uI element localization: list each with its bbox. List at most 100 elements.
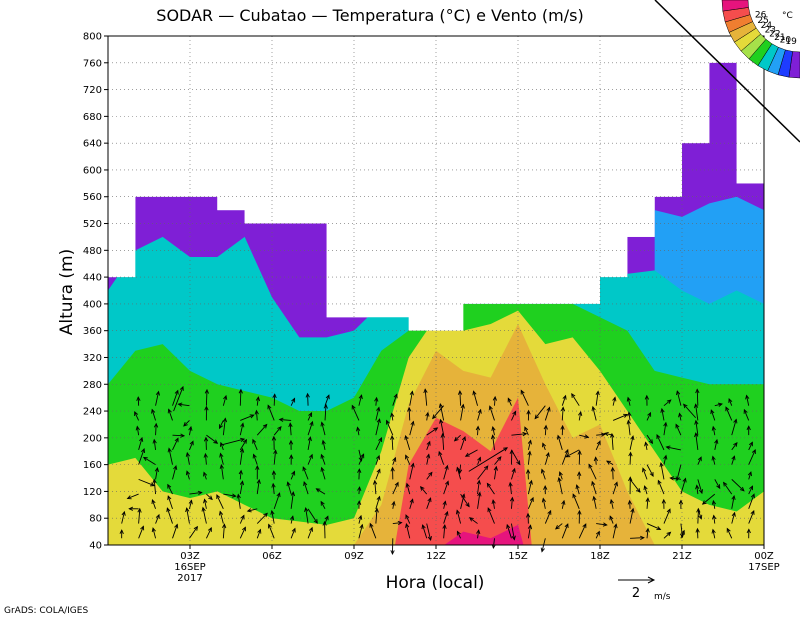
wind-arrow [543,424,548,436]
wind-arrow [126,493,139,500]
x-date-label: 16SEP [174,562,205,573]
wind-arrow [527,439,532,451]
wind-arrow [358,449,363,462]
wind-arrow [152,478,157,495]
wind-arrow [375,437,383,451]
wind-arrow [628,451,633,465]
wind-arrow [646,523,662,531]
wind-arrow [357,468,362,480]
wind-arrow [595,530,600,539]
wind-arrow [252,453,258,465]
wind-arrow [273,492,281,509]
wind-arrow [612,523,618,539]
y-tick-label: 560 [83,192,102,203]
wind-arrow [185,451,190,465]
wind-arrow [375,468,381,480]
wind-arrow [731,418,738,436]
wind-arrow [748,493,755,509]
wind-arrow [290,491,296,509]
wind-arrow [544,451,550,465]
wind-arrow [236,493,241,509]
wind-arrow [167,408,173,421]
wind-arrow [603,431,614,437]
wind-arrow [205,526,212,539]
wind-arrow [272,393,277,406]
wind-arrow [392,393,398,406]
wind-arrow [675,423,682,436]
wind-arrow [256,528,262,539]
wind-arrow [644,394,650,406]
wind-arrow [307,453,313,465]
wind-arrow [188,499,193,509]
wind-arrow [527,524,533,539]
y-tick-label: 600 [83,165,102,176]
wind-arrow [610,432,615,450]
wind-arrow [409,420,415,436]
wind-arrow [494,456,502,465]
wind-arrow [541,497,547,509]
wind-arrow [419,485,428,495]
wind-arrow [609,515,614,524]
y-tick-label: 160 [83,460,102,471]
colorbar-label: 21 [774,33,785,43]
wind-arrow [219,452,224,465]
wind-arrow [252,438,258,451]
wind-arrow [442,523,447,539]
wind-arrow [527,450,532,465]
wind-arrow [627,411,632,421]
wind-arrow [290,397,296,406]
wind-arrow [172,437,179,451]
colorbar-label: 22 [769,30,780,40]
wind-arrow [185,507,190,524]
x-tick-label: 06Z [262,551,282,562]
wind-arrow [302,466,309,480]
wind-arrow [426,471,433,480]
wind-arrow [273,425,282,436]
wind-arrow [701,493,716,505]
wind-arrow [239,514,245,524]
wind-arrow [289,515,295,524]
wind-arrow [554,523,563,530]
wind-arrow [596,432,606,437]
wind-arrow [290,527,296,539]
wind-arrow [239,422,245,436]
wind-arrow [475,425,481,436]
wind-arrow [135,425,140,436]
wind-arrow [663,454,668,465]
wind-arrow [612,413,629,421]
y-tick-label: 720 [83,85,102,96]
wind-arrow [659,461,665,480]
wind-arrow [443,510,449,524]
wind-arrow [324,515,329,524]
wind-arrow [203,498,208,509]
wind-arrow [675,464,682,482]
wind-arrow [748,441,753,451]
wind-arrow [432,405,444,420]
wind-arrow [151,527,156,539]
wind-arrow [627,499,632,509]
wind-arrow [526,409,531,421]
chart-title: SODAR — Cubatao — Temperatura (°C) e Ven… [156,6,583,25]
wind-arrow [356,500,362,509]
wind-arrow [746,425,751,436]
wind-arrow [222,523,227,539]
colorbar-label: 24 [761,21,773,31]
wind-arrow [375,418,381,436]
wind-arrow [155,390,160,406]
wind-arrow [711,425,716,436]
wind-arrow [543,485,548,495]
wind-arrow [256,478,261,495]
wind-arrow [557,476,563,495]
wind-arrow [409,462,415,480]
wind-arrow [443,480,450,495]
wind-arrow [189,490,203,496]
wind-arrow [138,448,146,465]
wind-arrow [358,394,363,406]
wind-arrow [128,506,139,511]
y-tick-label: 680 [83,112,102,123]
wind-arrow [693,403,699,421]
wind-arrow [288,422,293,436]
